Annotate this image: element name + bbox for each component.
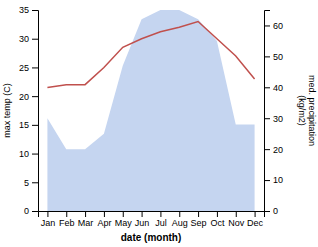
tick: Jul xyxy=(155,211,167,228)
tick: Sep xyxy=(191,211,207,228)
tick: 40 xyxy=(264,83,283,93)
tick-label: 30 xyxy=(273,114,283,124)
tick: Jun xyxy=(135,211,150,228)
tick-label: Jul xyxy=(155,218,167,228)
tick: 50 xyxy=(264,52,283,62)
tick-label: Dec xyxy=(247,218,264,228)
tick-mark xyxy=(32,96,38,97)
tick-label: Apr xyxy=(97,218,111,228)
tick: 5 xyxy=(24,178,38,188)
tick-mark xyxy=(66,211,67,217)
tick-label: 60 xyxy=(273,21,283,31)
tick-label: 0 xyxy=(24,206,29,216)
axis-line xyxy=(265,11,271,212)
tick: 25 xyxy=(19,63,38,73)
tick-label: 10 xyxy=(19,149,29,159)
tick-mark xyxy=(32,39,38,40)
tick: Mar xyxy=(78,211,94,228)
tick: 0 xyxy=(264,206,278,216)
tick: May xyxy=(115,211,133,228)
marks xyxy=(47,10,254,211)
tick-mark xyxy=(264,211,270,212)
area xyxy=(47,10,254,211)
tick: 10 xyxy=(19,149,38,159)
tick-label: Mar xyxy=(78,218,94,228)
tick-mark xyxy=(160,211,161,217)
tick: 60 xyxy=(264,21,283,31)
tick-label: Jan xyxy=(41,218,56,228)
tick-label: 20 xyxy=(19,92,29,102)
tick-mark xyxy=(264,180,270,181)
tick: 35 xyxy=(19,5,38,15)
tick: 30 xyxy=(264,114,283,124)
tick-label: 10 xyxy=(273,175,283,185)
x-axis-title: date (month) xyxy=(121,232,182,243)
tick-mark xyxy=(217,211,218,217)
x-axis: JanFebMarApr MayJun Jul AugSepOctNovDec xyxy=(39,211,265,228)
tick: 20 xyxy=(264,145,283,155)
tick-mark xyxy=(104,211,105,217)
tick-label: 5 xyxy=(24,178,29,188)
tick-mark xyxy=(255,211,256,217)
tick-mark xyxy=(198,211,199,217)
tick: Aug xyxy=(172,211,188,228)
y2-axis: 0 10 20 30 40 50 60 xyxy=(264,11,283,217)
tick-mark xyxy=(264,118,270,119)
tick-label: 25 xyxy=(19,63,29,73)
tick-mark xyxy=(142,211,143,217)
tick-mark xyxy=(32,182,38,183)
y-axis: 0 5 10 15 20 25 30 35 xyxy=(19,5,39,216)
y2-axis-title: med. precipitation(kg/m2) xyxy=(297,75,317,146)
tick-label: Nov xyxy=(228,218,245,228)
tick-label: Jun xyxy=(135,218,150,228)
tick-label: 35 xyxy=(19,5,29,15)
tick-label: 0 xyxy=(273,206,278,216)
tick: 15 xyxy=(19,120,38,130)
tick: Feb xyxy=(59,211,75,228)
tick: Apr xyxy=(97,211,111,228)
tick: Nov xyxy=(228,211,245,228)
tick-label: Sep xyxy=(191,218,207,228)
tick: 0 xyxy=(24,206,38,216)
y2-axis-title-line: (kg/m2) xyxy=(297,95,307,126)
tick-mark xyxy=(32,154,38,155)
tick-label: 15 xyxy=(19,120,29,130)
y2-axis-title-line: med. precipitation xyxy=(307,75,317,146)
tick-mark xyxy=(179,211,180,217)
tick-mark xyxy=(264,149,270,150)
tick-mark xyxy=(123,211,124,217)
axis-line xyxy=(32,11,39,212)
tick-mark xyxy=(85,211,86,217)
tick: 20 xyxy=(19,92,38,102)
tick-label: 30 xyxy=(19,34,29,44)
tick: Jan xyxy=(41,211,56,228)
tick-label: Oct xyxy=(210,218,225,228)
axis-line xyxy=(39,212,265,218)
tick-mark xyxy=(264,56,270,57)
tick-mark xyxy=(264,87,270,88)
tick-label: May xyxy=(115,218,133,228)
y-axis-title: max temp (C) xyxy=(2,83,12,138)
tick-mark xyxy=(32,10,38,11)
tick-label: 40 xyxy=(273,83,283,93)
tick-mark xyxy=(32,211,38,212)
plot: JanFebMarApr MayJun Jul AugSepOctNovDec 0 5 10… xyxy=(2,5,317,243)
tick-mark xyxy=(236,211,237,217)
tick-mark xyxy=(32,125,38,126)
tick-mark xyxy=(32,67,38,68)
tick-label: 50 xyxy=(273,52,283,62)
tick: 10 xyxy=(264,175,283,185)
tick-label: Aug xyxy=(172,218,188,228)
tick-label: Feb xyxy=(59,218,75,228)
tick: Dec xyxy=(247,211,264,228)
line xyxy=(47,21,254,87)
chart: JanFebMarApr MayJun Jul AugSepOctNovDec 0 5 10… xyxy=(0,0,318,247)
tick: Oct xyxy=(210,211,225,228)
tick-mark xyxy=(264,25,270,26)
tick-label: 20 xyxy=(273,145,283,155)
tick: 30 xyxy=(19,34,38,44)
tick-mark xyxy=(47,211,48,217)
